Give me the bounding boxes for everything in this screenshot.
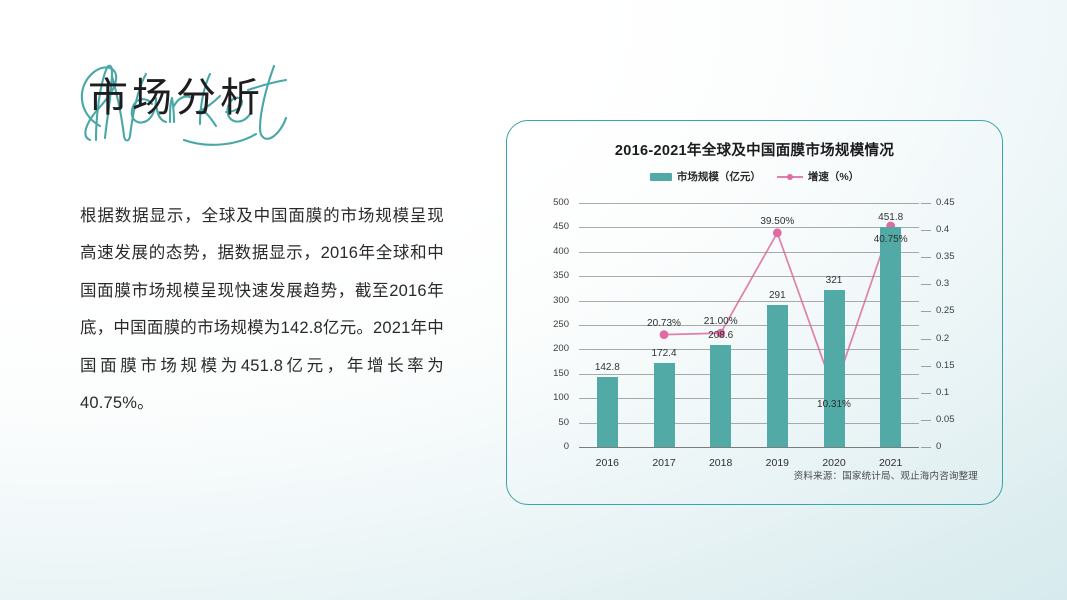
body-paragraph: 根据数据显示，全球及中国面膜的市场规模呈现高速发展的态势，据数据显示，2016年… — [80, 207, 444, 413]
right-axis-tick-label: 0.3 — [936, 278, 950, 290]
right-axis-tick-mark — [921, 257, 931, 259]
x-axis-tick-label: 2019 — [765, 457, 789, 469]
left-axis-tick-label: 350 — [553, 270, 569, 282]
gridline — [579, 325, 919, 326]
right-axis-tick-mark — [921, 311, 931, 313]
left-axis-tick-label: 250 — [553, 319, 569, 330]
bar — [766, 305, 788, 447]
bar — [710, 345, 732, 447]
left-axis-tick-label: 0 — [563, 441, 569, 452]
growth-rate-value-label: 39.50% — [760, 215, 795, 227]
bar-value-label: 321 — [825, 275, 843, 287]
right-axis-tick-label: 0.15 — [936, 359, 955, 371]
right-axis-tick-label: 0.2 — [936, 332, 950, 344]
growth-rate-value-label: 20.73% — [647, 317, 681, 329]
right-axis-tick-mark — [921, 284, 931, 286]
right-axis-tick-mark — [921, 230, 931, 232]
bar-value-label: 172.4 — [651, 347, 677, 359]
right-axis-tick-mark — [921, 447, 931, 448]
legend-line-swatch-icon — [776, 173, 803, 181]
left-axis-tick-label: 500 — [553, 197, 569, 208]
gridline — [579, 300, 919, 302]
gridline — [579, 203, 919, 204]
growth-rate-value-label: 40.75% — [873, 234, 908, 246]
right-axis-tick-label: 0.45 — [936, 197, 955, 208]
x-axis-tick-label: 2020 — [822, 457, 846, 469]
gridline — [579, 422, 919, 424]
right-axis-tick-label: 0.05 — [936, 413, 955, 425]
chart-title: 2016-2021年全球及中国面膜市场规模情况 — [614, 143, 895, 159]
chart-source-note: 资料来源：国家统计局、观止海内咨询整理 — [793, 471, 978, 482]
growth-rate-point — [716, 328, 726, 338]
x-axis-tick-label: 2017 — [652, 457, 676, 469]
right-axis-tick-label: 0.35 — [936, 251, 955, 263]
x-axis-tick-label: 2016 — [595, 457, 619, 469]
left-axis-tick-label: 150 — [553, 367, 569, 379]
legend-label-market-size: 市场规模（亿元） — [676, 171, 761, 183]
bar — [653, 362, 675, 447]
x-axis-tick-label: 2021 — [878, 457, 903, 469]
legend-item-growth-rate: 增速（%） — [776, 169, 860, 184]
right-axis-tick-mark — [921, 419, 931, 421]
chart-card: 2016-2021年全球及中国面膜市场规模情况 市场规模（亿元） 增速（%） 5… — [506, 120, 1003, 505]
right-axis-tick-mark — [921, 365, 931, 367]
right-axis-tick-mark — [921, 338, 931, 340]
bar-value-label: 208.6 — [708, 330, 734, 342]
growth-rate-value-label: 10.31% — [817, 399, 851, 411]
left-axis-tick-label: 400 — [553, 245, 569, 257]
gridline — [579, 373, 919, 375]
bar — [880, 226, 902, 447]
growth-rate-point — [659, 330, 669, 339]
right-axis-tick-mark — [921, 203, 931, 204]
right-axis-tick-label: 0.4 — [936, 224, 950, 236]
left-axis-tick-label: 50 — [558, 416, 569, 428]
gridline — [579, 447, 919, 449]
gridline — [579, 398, 919, 400]
left-axis-tick-label: 200 — [553, 343, 569, 355]
x-axis-tick-label: 2018 — [708, 457, 733, 469]
right-axis-tick-mark — [921, 392, 931, 394]
legend-bar-swatch-icon — [649, 172, 672, 181]
bar-value-label: 451.8 — [878, 211, 904, 223]
gridline — [579, 251, 919, 253]
gridline — [579, 349, 919, 351]
plot-area: 500 450 400 350 300 250 200 150 100 50 0 0.45 0.4 0.3… — [541, 198, 971, 468]
growth-rate-value-label: 21.00% — [703, 316, 738, 328]
gridline — [579, 276, 919, 278]
chart-legend: 市场规模（亿元） 增速（%） — [507, 169, 1002, 184]
legend-item-market-size: 市场规模（亿元） — [649, 169, 761, 184]
left-axis-tick-label: 300 — [553, 294, 569, 306]
right-axis-tick-label: 0.25 — [936, 305, 955, 317]
plot-inner: 500 450 400 350 300 250 200 150 100 50 0 0.45 0.4 0.3… — [553, 198, 954, 468]
left-axis-tick-label: 100 — [553, 392, 569, 404]
bar — [596, 377, 618, 447]
page-title: 市场分析 — [88, 76, 264, 120]
left-axis-tick-label: 450 — [553, 221, 569, 233]
bar — [823, 290, 845, 447]
bar-value-label: 291 — [768, 289, 786, 301]
bar-value-label: 142.8 — [594, 362, 620, 374]
legend-label-growth-rate: 增速（%） — [807, 171, 860, 183]
left-content-column: 市场分析 根据数据显示，全球及中国面膜的市场规模呈现高速发展的态势，据数据显示，… — [0, 0, 480, 600]
title-block: 市场分析 — [60, 52, 390, 148]
growth-rate-point — [772, 228, 782, 238]
right-axis-tick-label: 0.1 — [936, 386, 950, 398]
gridline — [579, 227, 919, 229]
right-axis-tick-label: 0 — [936, 441, 942, 452]
